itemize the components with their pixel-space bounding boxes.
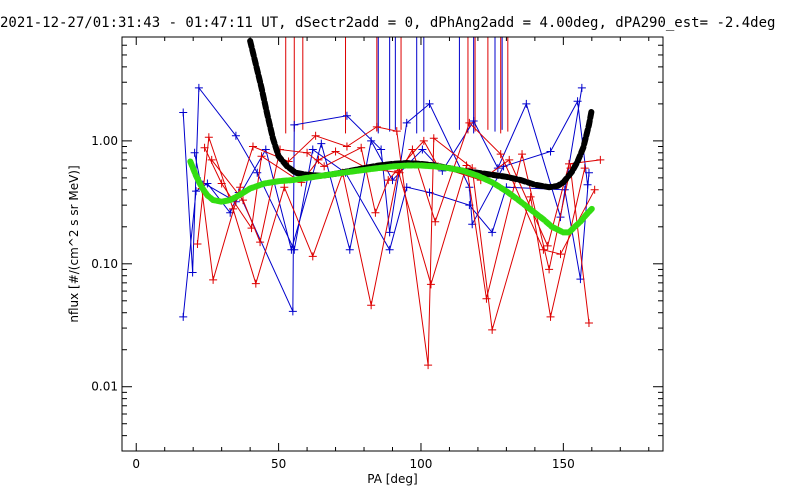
data-point-2-9: [418, 145, 427, 154]
data-point-4-1: [209, 275, 218, 284]
data-point-1-16: [573, 97, 582, 106]
data-point-4-10: [429, 134, 438, 143]
data-point-6-12: [505, 155, 514, 164]
data-point-0-3: [231, 131, 240, 140]
data-point-2-5: [317, 139, 326, 148]
data-point-5-3: [257, 152, 266, 161]
data-point-1-0: [179, 312, 188, 321]
y-tick-label-1: 0.10: [91, 257, 118, 271]
data-point-2-7: [367, 136, 376, 145]
data-point-1-7: [342, 111, 351, 120]
data-point-0-15: [576, 275, 585, 284]
data-point-3-12: [518, 150, 527, 159]
data-point-1-10: [402, 118, 411, 127]
data-point-5-14: [556, 250, 565, 259]
data-point-6-8: [384, 176, 393, 185]
data-point-5-8: [395, 168, 404, 177]
data-point-2-6: [345, 245, 354, 254]
data-point-1-8: [377, 145, 386, 154]
data-point-6-2: [256, 238, 265, 247]
data-point-0-8: [385, 245, 394, 254]
data-point-3-1: [204, 133, 213, 142]
data-point-5-13: [539, 245, 548, 254]
data-point-3-0: [193, 239, 202, 248]
data-point-5-15: [590, 185, 599, 194]
data-point-4-12: [488, 325, 497, 334]
data-point-1-5: [288, 307, 297, 316]
data-point-3-7: [367, 301, 376, 310]
data-point-6-13: [543, 241, 552, 250]
data-point-0-1: [188, 268, 197, 277]
data-point-3-5: [308, 252, 317, 261]
data-point-4-6: [342, 142, 351, 151]
y-axis-label: nflux [#/(cm^2 s sr MeV)]: [67, 165, 81, 322]
series-group: [179, 37, 605, 370]
data-point-3-9: [426, 280, 435, 289]
data-point-3-15: [584, 318, 593, 327]
data-point-6-15: [596, 155, 605, 164]
series-line-6: [211, 140, 601, 248]
data-point-6-0: [207, 155, 216, 164]
data-point-5-0: [200, 143, 209, 152]
data-point-6-4: [303, 148, 312, 157]
x-axis: 0 50 100 150: [132, 37, 650, 471]
data-point-4-5: [311, 131, 320, 140]
data-point-4-2: [236, 183, 245, 192]
data-point-4-13: [526, 192, 535, 201]
data-point-1-6: [290, 120, 299, 129]
data-point-4-15: [580, 164, 589, 173]
data-point-6-14: [565, 159, 574, 168]
plot-frame: [121, 36, 664, 452]
data-point-6-9: [419, 136, 428, 145]
data-point-3-4: [280, 183, 289, 192]
data-point-1-11: [425, 99, 434, 108]
data-point-0-4: [253, 168, 262, 177]
data-point-4-3: [248, 142, 257, 151]
x-tick-label-1: 50: [271, 457, 286, 471]
data-point-0-6: [308, 145, 317, 154]
data-point-5-10: [431, 217, 440, 226]
series-line-8: [187, 158, 595, 236]
data-point-5-12: [496, 150, 505, 159]
data-point-1-17: [583, 180, 592, 189]
data-point-6-6: [357, 143, 366, 152]
data-point-6-5: [320, 162, 329, 171]
x-axis-label: PA [deg]: [367, 472, 417, 486]
data-point-5-9: [408, 145, 417, 154]
data-point-4-7: [372, 122, 381, 131]
chart-title: 2021-12-27/01:31:43 - 01:47:11 UT, dSect…: [0, 15, 775, 31]
data-point-5-11: [465, 118, 474, 127]
y-tick-label-2: 1.00: [91, 134, 118, 148]
y-tick-label-0: 0.01: [91, 380, 118, 394]
data-point-0-0: [179, 108, 188, 117]
data-point-1-1: [192, 187, 201, 196]
x-tick-label-0: 0: [132, 457, 140, 471]
series-line-2: [194, 87, 583, 252]
data-point-2-11: [469, 117, 478, 126]
x-tick-label-3: 150: [552, 457, 575, 471]
data-point-4-8: [392, 127, 401, 136]
plot-area: [179, 37, 605, 370]
data-point-6-1: [239, 196, 248, 205]
x-tick-label-2: 100: [410, 457, 433, 471]
data-point-0-2: [194, 83, 203, 92]
data-point-2-4: [287, 245, 296, 254]
data-point-1-15: [546, 147, 555, 156]
data-point-2-0: [190, 148, 199, 157]
data-point-3-13: [545, 265, 554, 274]
data-point-0-12: [488, 228, 497, 237]
data-point-2-15: [577, 83, 586, 92]
data-point-3-11: [482, 294, 491, 303]
series-line-4: [201, 126, 586, 366]
data-point-5-6: [331, 147, 340, 156]
y-axis: 0.01 0.10 1.00: [91, 36, 663, 452]
data-point-3-3: [251, 279, 260, 288]
data-point-1-9: [385, 228, 394, 237]
data-point-4-9: [424, 361, 433, 370]
data-point-4-14: [546, 312, 555, 321]
data-point-6-7: [371, 208, 380, 217]
data-point-2-13: [522, 99, 531, 108]
data-point-5-1: [217, 179, 226, 188]
